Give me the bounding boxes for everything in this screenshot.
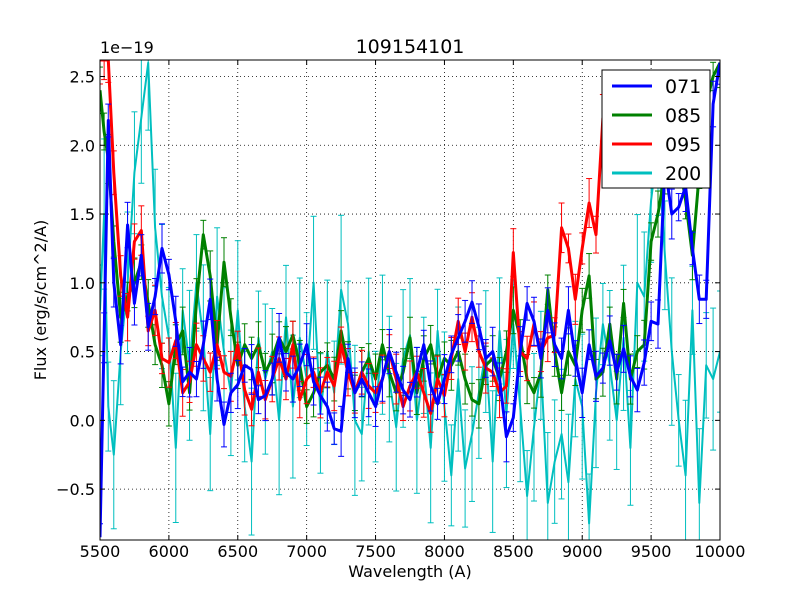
x-tick-label: 8000 xyxy=(424,542,465,561)
legend-label: 095 xyxy=(665,134,701,156)
x-tick-label: 8500 xyxy=(493,542,534,561)
y-tick-label: 2.0 xyxy=(70,136,95,155)
series-line-071 xyxy=(100,62,720,538)
y-tick-label: 0.5 xyxy=(70,343,95,362)
chart-title: 109154101 xyxy=(356,36,465,58)
y-tick-label: −0.5 xyxy=(56,480,95,499)
legend-label: 071 xyxy=(665,76,701,98)
x-tick-label: 5500 xyxy=(80,542,121,561)
y-tick-label: 1.5 xyxy=(70,205,95,224)
series-071 xyxy=(100,60,720,540)
series-group xyxy=(100,60,720,540)
y-tick-label: 0.0 xyxy=(70,411,95,430)
y-offset-text: 1e−19 xyxy=(100,38,154,57)
x-tick-label: 6500 xyxy=(217,542,258,561)
x-tick-label: 7000 xyxy=(286,542,327,561)
axis-ticks: 5500 6000 6500 7000 7500 8000 8500 9000 9500 1000… xyxy=(56,60,745,561)
x-tick-label: 9500 xyxy=(631,542,672,561)
x-tick-label: 10000 xyxy=(695,542,746,561)
x-tick-label: 7500 xyxy=(355,542,396,561)
legend: 071 085 095 200 xyxy=(601,69,711,189)
y-tick-label: 1.0 xyxy=(70,274,95,293)
y-tick-label: 2.5 xyxy=(70,68,95,87)
x-axis-label: Wavelength (A) xyxy=(348,562,471,581)
plot-frame xyxy=(99,59,721,541)
x-tick-label: 9000 xyxy=(562,542,603,561)
x-tick-label: 6000 xyxy=(149,542,190,561)
y-axis-label: Flux (erg/s/cm^2/A) xyxy=(31,220,50,381)
legend-box xyxy=(601,69,711,189)
legend-label: 085 xyxy=(665,105,701,127)
legend-label: 200 xyxy=(665,163,701,185)
